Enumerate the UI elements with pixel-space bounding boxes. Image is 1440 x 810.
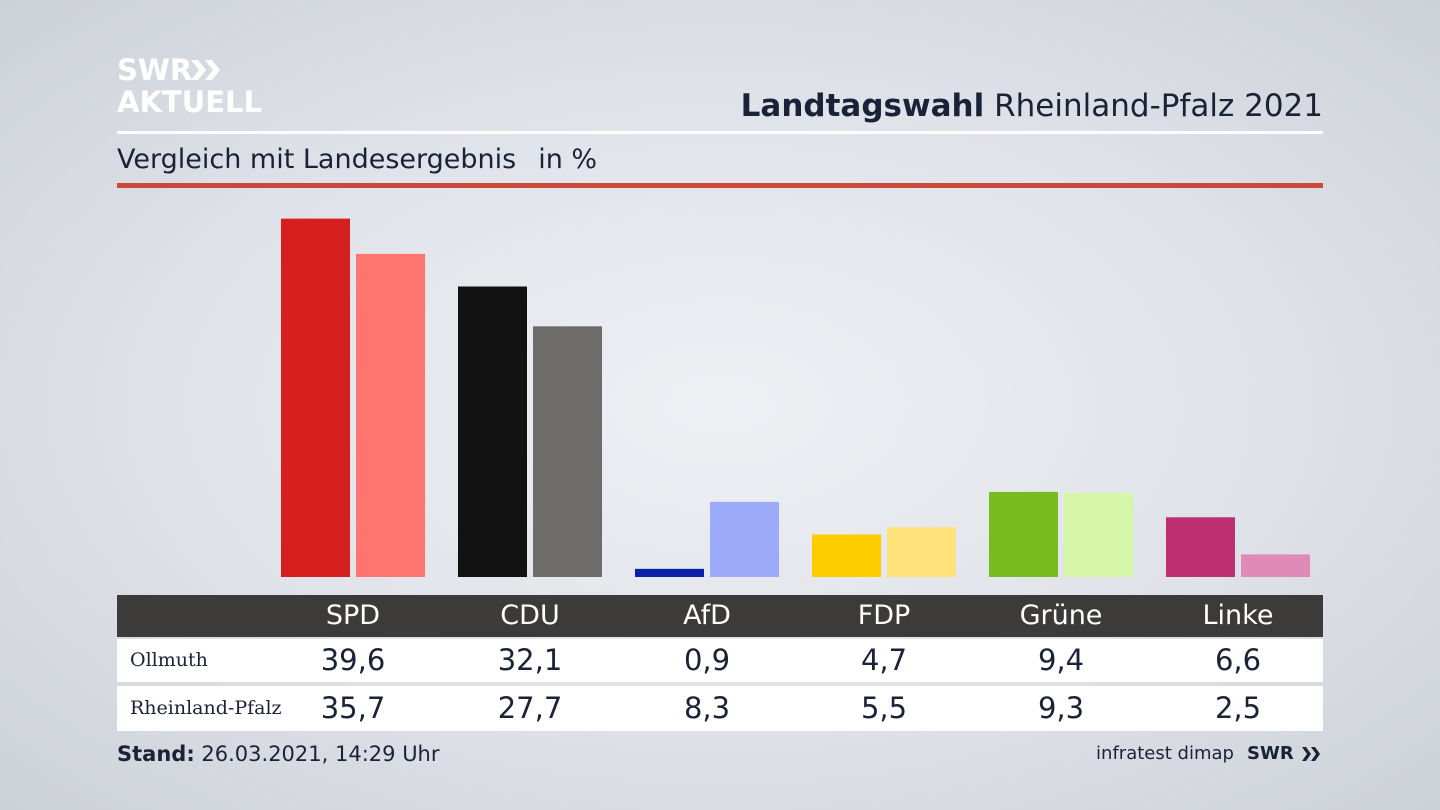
value-label: 35,7 [320,691,386,725]
page-title: Landtagswahl Rheinland-Pfalz 2021 [741,86,1323,126]
value-label: 4,7 [860,643,908,677]
table-row: Rheinland-Pfalz 35,7 27,7 8,3 5,5 9,3 2,5 [117,686,1323,731]
stand-label: Stand: [117,742,195,766]
chart-subtitle: Vergleich mit Landesergebnis in % [117,142,597,178]
bar-linke-landesergebnis [1241,554,1310,577]
bar-spd-ollmuth [281,218,350,577]
bar-fdp-ollmuth [812,534,881,577]
bar-afd-landesergebnis [710,501,779,577]
footer-chevron-icon [1302,747,1320,761]
value-label: 8,3 [683,691,731,725]
subtitle-unit: in % [538,144,598,175]
subtitle-text: Vergleich mit Landesergebnis [117,144,517,175]
table-row: Ollmuth 39,6 32,1 0,9 4,7 9,4 6,6 [117,639,1323,682]
bar-cdu-ollmuth [458,286,527,577]
bar-grne-landesergebnis [1064,492,1133,577]
timestamp: Stand: 26.03.2021, 14:29 Uhr [117,740,440,768]
bar-fdp-landesergebnis [887,527,956,577]
logo-swr-text: SWR [117,53,193,87]
title-bold: Landtagswahl [740,88,985,124]
header-divider [117,131,1323,134]
footer-source: infratest dimap SWR [1096,740,1323,768]
party-header-grne: Grüne [1019,600,1103,631]
party-header-spd: SPD [325,600,381,631]
row-label-ollmuth: Ollmuth [130,649,208,671]
swr-aktuell-logo: SWR AKTUELL [117,54,287,120]
bar-cdu-landesergebnis [533,326,602,577]
value-label: 39,6 [320,643,386,677]
value-label: 27,7 [497,691,563,725]
footer-swr-text: SWR [1247,743,1294,764]
value-label: 5,5 [860,691,908,725]
value-label: 9,4 [1037,643,1085,677]
bar-afd-ollmuth [635,568,704,577]
source-text: infratest dimap [1096,743,1234,764]
value-label: 0,9 [683,643,731,677]
stand-value: 26.03.2021, 14:29 Uhr [201,742,440,766]
party-header-fdp: FDP [857,600,911,631]
double-chevron-icon [191,60,220,80]
bar-grne-ollmuth [989,491,1058,577]
value-label: 9,3 [1037,691,1085,725]
value-label: 2,5 [1214,691,1262,725]
logo-aktuell-text: AKTUELL [117,85,263,119]
footer-swr-logo: SWR [1247,740,1323,768]
table-header-row: SPD CDU AfD FDP Grüne Linke [117,595,1323,637]
party-header-linke: Linke [1202,600,1274,631]
party-header-afd: AfD [683,600,731,631]
accent-divider [117,183,1323,188]
party-header-cdu: CDU [500,600,560,631]
value-label: 6,6 [1214,643,1262,677]
value-label: 32,1 [497,643,563,677]
title-rest: Rheinland-Pfalz 2021 [994,88,1323,124]
row-label-rheinland-pfalz: Rheinland-Pfalz [130,697,282,719]
bar-spd-landesergebnis [356,253,425,578]
bar-linke-ollmuth [1166,517,1235,577]
